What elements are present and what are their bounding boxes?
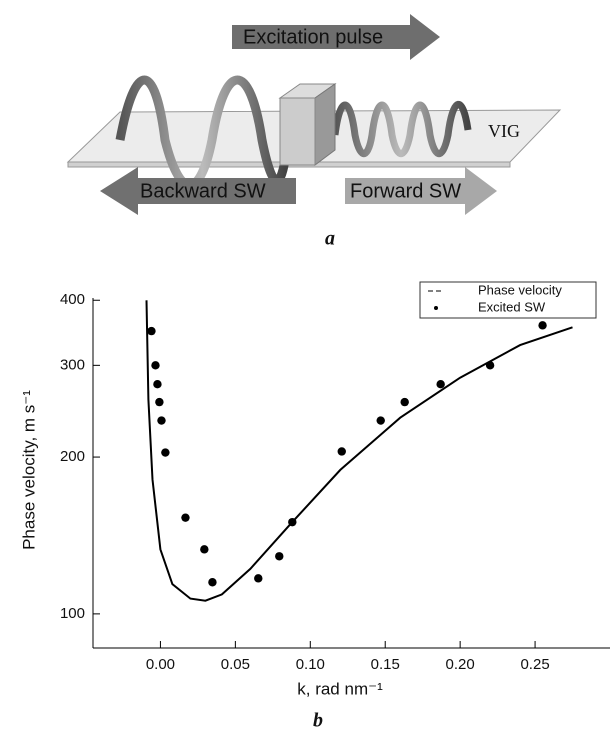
x-tick-label: 0.05 [221,656,250,673]
x-axis-title: k, rad nm⁻¹ [297,679,383,698]
data-point [376,416,385,425]
legend-swatch [434,306,438,310]
y-tick-label: 100 [60,605,85,622]
data-point [436,379,445,389]
pulse-block-side [314,83,336,166]
data-point [208,578,217,587]
x-tick-label: 0.00 [146,656,175,673]
pulse-label: Excitation pulse [243,26,383,48]
legend-label: Phase velocity [478,282,562,297]
x-tick-label: 0.20 [446,656,475,673]
backward-label: Backward SW [140,180,266,202]
data-point [153,379,162,389]
forward-arrow [345,167,497,215]
y-tick-label: 200 [60,448,85,465]
diagram: Excitation pulse VIG Backward SW Forward… [66,14,562,250]
forward-label: Forward SW [350,180,461,202]
legend-label: Excited SW [478,299,546,314]
data-point [151,361,160,370]
y-tick-label: 300 [60,356,85,373]
data-point [337,447,346,456]
data-point [161,448,170,457]
data-point [155,397,164,407]
data-point [157,416,166,425]
pulse-block [279,97,316,166]
data-point [254,574,263,583]
data-point [181,513,190,522]
data-point [485,361,495,370]
phase-velocity-line [145,300,573,602]
x-tick-label: 0.15 [371,656,400,673]
data-point [275,552,284,561]
data-point [538,321,547,330]
x-tick-label: 0.10 [296,656,325,673]
data-point [200,545,209,554]
y-axis-title: Phase velocity, m s⁻¹ [19,390,38,550]
medium-label: VIG [488,121,520,141]
data-point [147,326,156,336]
backward-arrow [100,167,296,215]
data-point [288,517,297,527]
panel-label: b [313,710,323,732]
panel-label: a [325,228,335,250]
legend [419,281,597,319]
x-tick-label: 0.25 [520,656,549,673]
backward-wave [115,75,290,190]
forward-wave [331,100,472,158]
y-tick-label: 400 [60,291,85,308]
pulse-arrow [232,14,440,60]
data-point [400,397,409,407]
